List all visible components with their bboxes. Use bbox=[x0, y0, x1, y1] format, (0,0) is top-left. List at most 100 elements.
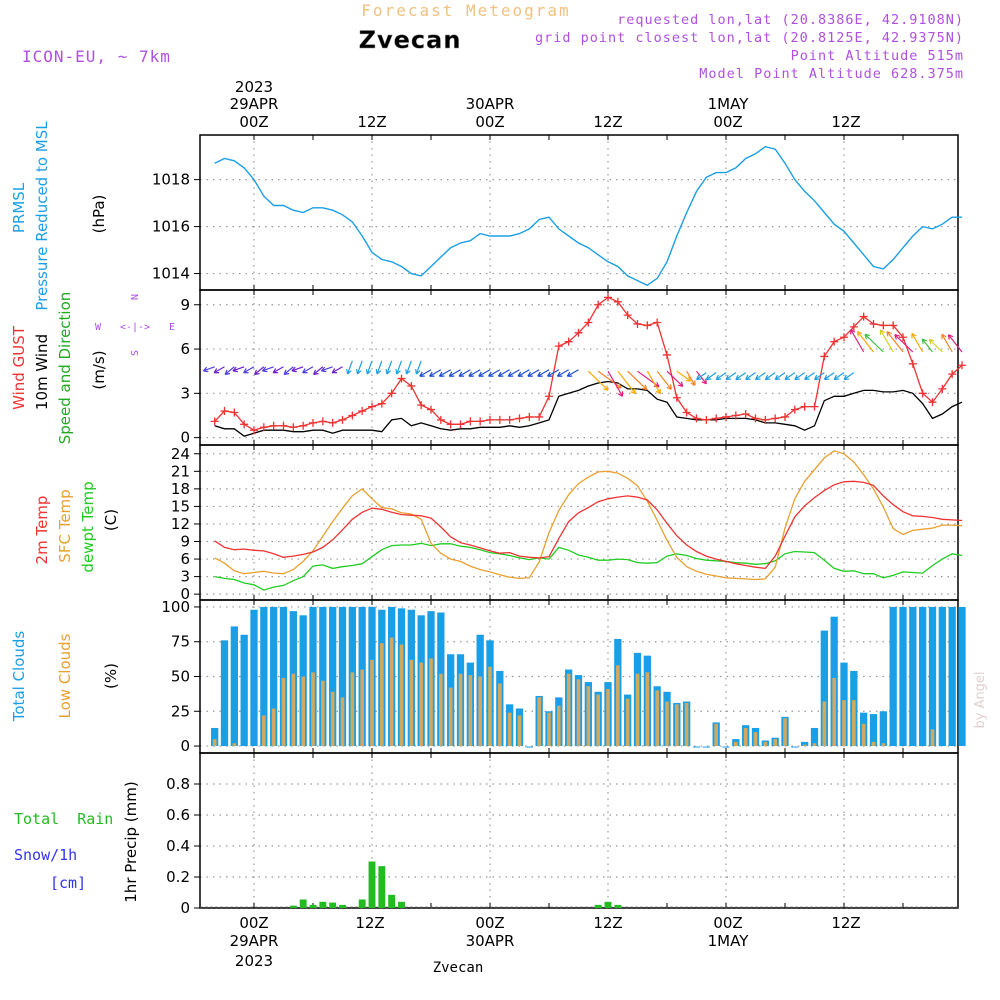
low-cloud-bar bbox=[468, 675, 473, 747]
low-cloud-bar bbox=[842, 700, 846, 747]
wind-direction-arrow bbox=[283, 366, 294, 376]
low-cloud-bar bbox=[232, 743, 237, 747]
gust-marker bbox=[417, 401, 426, 410]
temp-unit-label: (C) bbox=[102, 509, 120, 531]
gust-marker bbox=[643, 321, 652, 330]
low-cloud-bar bbox=[576, 679, 581, 747]
cloud-labels: Total Clouds Low Clouds (%) bbox=[10, 631, 120, 723]
low-cloud-bar bbox=[753, 732, 758, 747]
gust-marker bbox=[377, 399, 386, 408]
total-cloud-bar bbox=[329, 606, 337, 747]
gust-marker bbox=[554, 342, 563, 351]
station-title: Zvecan bbox=[359, 26, 462, 54]
gust-marker bbox=[269, 421, 278, 430]
low-cloud-bar bbox=[330, 691, 335, 747]
rain-bar bbox=[388, 894, 396, 908]
bottom-hour: 12Z bbox=[593, 914, 622, 932]
sfc-temp-label: SFC Temp bbox=[56, 489, 74, 562]
gust-marker bbox=[899, 333, 907, 342]
gust-marker bbox=[456, 420, 465, 429]
wind-direction-arrow bbox=[864, 333, 884, 353]
rain-bar bbox=[319, 901, 327, 908]
top-date-30apr: 30APR bbox=[466, 95, 515, 113]
panel-frame bbox=[199, 289, 959, 446]
gust-marker bbox=[604, 293, 612, 302]
compass-arrows-h: <-|-> bbox=[120, 322, 150, 333]
gust-marker bbox=[299, 421, 308, 430]
gust-marker bbox=[741, 410, 750, 418]
gust-marker bbox=[210, 417, 219, 426]
wind-direction-arrow bbox=[458, 369, 471, 377]
low-cloud-bar bbox=[439, 673, 443, 747]
y-tick-label: 0 bbox=[180, 429, 190, 447]
wind-direction-arrow bbox=[696, 370, 707, 385]
wind-direction-arrow bbox=[331, 366, 343, 374]
wind-direction-arrow bbox=[850, 328, 865, 353]
wind10m-label: 10m Wind bbox=[33, 334, 51, 410]
wind-direction-arrow bbox=[395, 360, 403, 375]
wind-direction-arrow bbox=[478, 369, 491, 377]
low-cloud-bar bbox=[488, 666, 492, 747]
gust-marker bbox=[289, 423, 298, 432]
gust-marker bbox=[358, 407, 367, 416]
wind-direction-arrow bbox=[429, 369, 442, 377]
y-tick-label: 12 bbox=[171, 515, 190, 533]
wind-direction-arrow bbox=[794, 372, 806, 381]
gust-marker bbox=[702, 415, 711, 424]
low-cloud-bar bbox=[212, 739, 217, 747]
low-cloud-bar bbox=[370, 659, 374, 747]
wind-direction-arrow bbox=[537, 369, 550, 377]
gust-marker bbox=[250, 426, 258, 435]
low-cloud-bar bbox=[812, 743, 817, 747]
y-tick-label: 9 bbox=[180, 296, 190, 314]
low-cloud-bar bbox=[665, 701, 669, 747]
gust-marker bbox=[446, 420, 455, 429]
bottom-time-axis: 00Z 29APR 2023 12Z 00Z 30APR 12Z 00Z 1MA… bbox=[230, 914, 861, 976]
rain-bar bbox=[299, 899, 307, 908]
low-cloud-bar bbox=[616, 665, 620, 747]
wind-direction-arrow bbox=[438, 369, 451, 377]
rain-bar bbox=[289, 905, 297, 908]
compass-s: S bbox=[130, 350, 141, 356]
snow-unit-label: [cm] bbox=[50, 874, 86, 892]
grid-point: grid point closest lon,lat (20.8125E, 42… bbox=[535, 30, 964, 46]
total-cloud-bar bbox=[279, 606, 288, 747]
gust-marker bbox=[692, 414, 701, 423]
total-cloud-bar bbox=[820, 630, 828, 747]
wind-direction-arrow bbox=[202, 366, 215, 373]
gust-marker bbox=[869, 319, 878, 328]
wind-direction-arrow bbox=[774, 372, 786, 381]
watermark: by Angel bbox=[973, 671, 988, 728]
low-cloud-bar bbox=[586, 686, 591, 747]
rain-bar bbox=[368, 861, 376, 908]
gust-marker bbox=[495, 415, 504, 424]
low-cloud-bar bbox=[596, 694, 600, 747]
total-cloud-bar bbox=[899, 606, 907, 747]
wind-direction-arrow bbox=[715, 372, 727, 381]
wind-direction-arrow bbox=[468, 369, 481, 377]
precip-axis-label: 1hr Precip (mm) bbox=[122, 781, 140, 902]
low-cloud-bar bbox=[675, 704, 679, 747]
top-hour: 00Z bbox=[239, 113, 268, 131]
total-clouds-label: Total Clouds bbox=[10, 631, 28, 723]
low-cloud-bar bbox=[291, 673, 296, 747]
wind-direction-arrow bbox=[686, 370, 696, 386]
y-tick-label: 3 bbox=[180, 384, 190, 402]
gust-marker bbox=[672, 393, 681, 402]
gust-marker bbox=[859, 312, 868, 321]
low-cloud-bar bbox=[360, 669, 364, 747]
precip-labels: Total Rain Snow/1h [cm] 1hr Precip (mm) bbox=[14, 781, 140, 902]
wind-direction-arrow bbox=[921, 338, 933, 353]
model-altitude: Model Point Altitude 628.375m bbox=[699, 66, 964, 82]
gust-marker bbox=[525, 412, 534, 421]
total-cloud-bar bbox=[338, 606, 347, 747]
top-date-1may: 1MAY bbox=[708, 95, 750, 113]
low-cloud-bar bbox=[409, 659, 414, 747]
wind-direction-arrow bbox=[764, 372, 776, 381]
gust-marker bbox=[486, 415, 494, 424]
prmsl-desc-label: Pressure Reduced to MSL bbox=[33, 121, 51, 311]
wind-direction-arrow bbox=[705, 372, 717, 381]
total-cloud-bar bbox=[879, 711, 887, 747]
top-year: 2023 bbox=[235, 78, 273, 96]
low-cloud-bar bbox=[625, 698, 630, 747]
